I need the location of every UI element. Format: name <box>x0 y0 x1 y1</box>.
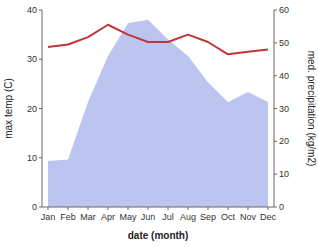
y2-axis-label: med. precipitation (kg/m2) <box>306 51 317 167</box>
y2-tick <box>274 108 277 109</box>
x-tick <box>248 207 249 210</box>
y-tick <box>39 108 42 109</box>
x-tick <box>188 207 189 210</box>
y-tick-label: 0 <box>32 202 37 212</box>
x-tick <box>88 207 89 210</box>
x-tick-label: Oct <box>221 212 236 222</box>
x-tick-label: Apr <box>101 212 115 222</box>
x-tick-label: May <box>119 212 137 222</box>
x-tick <box>268 207 269 210</box>
y2-tick <box>274 174 277 175</box>
y2-tick-label: 50 <box>279 38 289 48</box>
x-tick <box>208 207 209 210</box>
x-tick <box>68 207 69 210</box>
y-tick-label: 30 <box>27 54 37 64</box>
x-tick-label: Dec <box>260 212 277 222</box>
chart: JanFebMarAprMayJunJulAugSepOctNovDec0102… <box>0 0 318 247</box>
x-axis-line <box>42 207 274 208</box>
y2-tick-label: 10 <box>279 169 289 179</box>
x-tick-label: Jan <box>41 212 56 222</box>
y2-tick <box>274 75 277 76</box>
y2-tick-label: 0 <box>279 202 284 212</box>
y2-tick-label: 30 <box>279 104 289 114</box>
line <box>48 25 268 55</box>
y2-tick <box>274 10 277 11</box>
x-tick <box>168 207 169 210</box>
x-tick-label: Mar <box>80 212 96 222</box>
x-tick <box>48 207 49 210</box>
y2-tick-label: 60 <box>279 5 289 15</box>
y-tick <box>39 157 42 158</box>
plot-area <box>48 20 268 207</box>
y-tick-label: 10 <box>27 153 37 163</box>
x-tick-label: Feb <box>60 212 76 222</box>
x-tick-label: Sep <box>200 212 216 222</box>
y-axis-label: max temp (C) <box>3 78 14 139</box>
x-tick-label: Jun <box>141 212 156 222</box>
x-tick-label: Jul <box>162 212 174 222</box>
x-tick-label: Nov <box>240 212 257 222</box>
y-tick <box>39 10 42 11</box>
y2-tick <box>274 42 277 43</box>
y2-tick <box>274 207 277 208</box>
x-tick <box>108 207 109 210</box>
y-tick <box>39 207 42 208</box>
x-tick <box>148 207 149 210</box>
y-tick <box>39 59 42 60</box>
x-tick <box>228 207 229 210</box>
y-tick-label: 40 <box>27 5 37 15</box>
x-tick-label: Aug <box>180 212 196 222</box>
x-tick <box>128 207 129 210</box>
y2-tick-label: 40 <box>279 71 289 81</box>
y-tick-label: 20 <box>27 104 37 114</box>
area <box>48 20 268 207</box>
y2-tick-label: 20 <box>279 136 289 146</box>
y2-tick <box>274 141 277 142</box>
x-axis-label: date (month) <box>128 230 189 241</box>
